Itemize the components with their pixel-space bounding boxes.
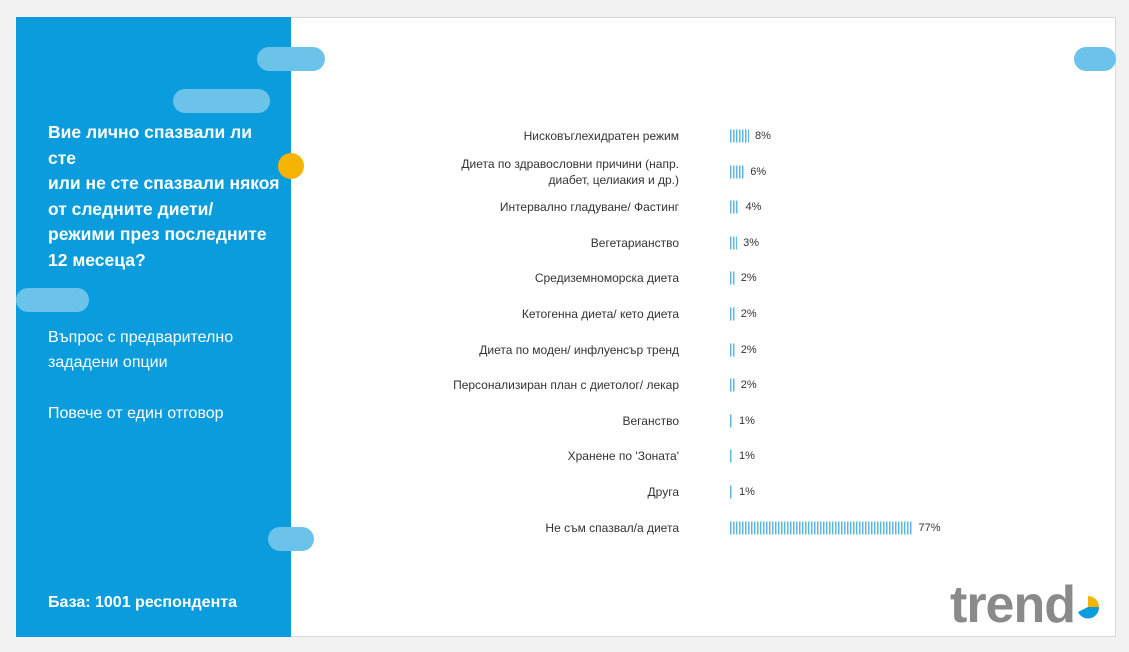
category-label: Не съм спазвал/а диета [379, 520, 679, 536]
category-label: Персонализиран план с диетолог/ лекар [379, 377, 679, 393]
value-label: 1% [739, 414, 755, 427]
question-line: или не сте спазвали някоя [48, 173, 280, 193]
bar [730, 378, 735, 392]
value-label: 2% [740, 308, 757, 320]
category-label-line: Диета по моден/ инфлуенсър тренд [479, 342, 679, 357]
category-label-line: Веганство [622, 413, 679, 428]
trend-logo: trend [950, 576, 1100, 630]
trend-logo-text: trend [950, 576, 1075, 630]
category-label-line: Интервално гладуване/ Фастинг [499, 200, 679, 215]
bar [730, 343, 735, 357]
question-line: режими през последните [48, 224, 267, 244]
question-panel [16, 17, 291, 637]
note-line: Въпрос с предварително [48, 329, 234, 346]
decor-pill [1074, 47, 1116, 71]
pie-icon [1077, 596, 1100, 619]
decor-pill [257, 47, 325, 71]
category-label: Хранене по 'Зоната' [379, 448, 679, 464]
value-label: 2% [740, 272, 757, 285]
category-label: Диета по здравословни причини (напр. диаб… [379, 156, 679, 188]
value-label: 77% [918, 521, 941, 534]
bar [730, 200, 740, 214]
value-label: 3% [743, 236, 760, 249]
category-label-line: Друга [647, 485, 679, 499]
base-respondents: База: 1001 респондента [48, 594, 237, 611]
decor-pill [173, 89, 270, 113]
category-label-line: Нисковъглехидратен режим [523, 129, 679, 143]
bar [730, 236, 738, 250]
value-label: 4% [745, 201, 762, 214]
category-label-line: Не съм спазвал/а диета [545, 520, 679, 535]
category-label-line: Кетогенна диета/ кето диета [521, 307, 679, 321]
category-label-line: Персонализиран план с диетолог/ лекар [453, 378, 679, 393]
category-label: Интервално гладуване/ Фастинг [379, 199, 679, 215]
category-label-line: Средиземноморска диета [534, 271, 679, 286]
category-label-line: Хранене по 'Зоната' [567, 449, 679, 464]
diet-bar-chart: Нисковъглехидратен режим 8% Диета по здрав… [300, 118, 1100, 548]
bar [730, 165, 745, 179]
decor-pill [16, 288, 89, 312]
category-label: Веганство [379, 413, 679, 429]
value-label: 6% [750, 165, 767, 178]
bar [730, 271, 735, 285]
value-label: 8% [754, 130, 771, 142]
bar [730, 521, 913, 535]
bar [730, 129, 749, 143]
question-line: 12 месеца? [48, 249, 146, 270]
bar [730, 449, 733, 463]
survey-question: Вие лично спазвали ли сте или не сте спа… [48, 120, 283, 273]
category-label-line: диабет, целиакия и др.) [548, 172, 679, 187]
decor-pill [268, 527, 314, 551]
category-label: Средиземноморска диета [379, 270, 679, 286]
multiple-answer-note: Повече от един отговор [48, 405, 224, 422]
category-label-line: Вегетарианство [590, 235, 679, 250]
question-type-note: Въпрос с предварително зададени опции [48, 325, 278, 375]
category-label: Кетогенна диета/ кето диета [379, 306, 679, 322]
value-label: 1% [739, 486, 755, 498]
category-label: Друга [379, 484, 679, 500]
value-label: 2% [740, 343, 757, 356]
bar [730, 414, 733, 428]
category-label: Диета по моден/ инфлуенсър тренд [379, 342, 679, 358]
value-label: 2% [740, 379, 757, 392]
bar [730, 485, 733, 499]
question-line: от следните диети/ [48, 198, 214, 219]
accent-dot [278, 153, 304, 179]
category-label: Вегетарианство [379, 235, 679, 251]
bar [730, 307, 735, 321]
category-label-line: Диета по здравословни причини (напр. [461, 156, 679, 171]
question-line: Вие лично спазвали ли сте [48, 122, 252, 168]
note-line: зададени опции [48, 354, 168, 371]
value-label: 1% [739, 450, 755, 463]
category-label: Нисковъглехидратен режим [379, 128, 679, 144]
